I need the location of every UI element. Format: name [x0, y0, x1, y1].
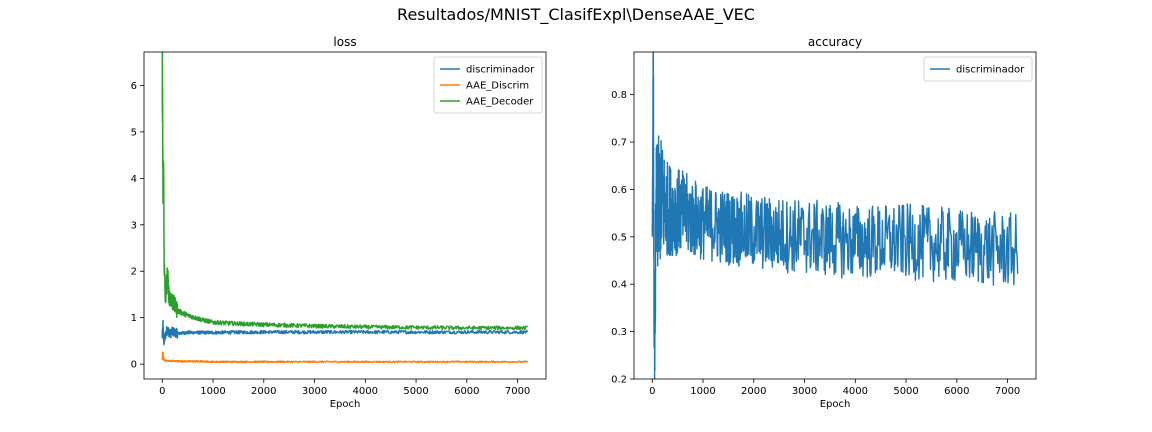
- x-tick-label: 7000: [995, 386, 1020, 397]
- y-tick-label: 0.2: [611, 375, 627, 386]
- x-tick-label: 2000: [251, 386, 276, 397]
- series-line-discriminador: [161, 319, 529, 346]
- y-tick-label: 0.6: [611, 185, 627, 196]
- series-line-AAE_Discrim: [161, 351, 529, 364]
- subplot-loss: loss 0 1000 2000 3000 4000 5000 6000 7000 0 1 2 3 4 5 6…: [131, 35, 547, 410]
- subplot-accuracy: accuracy 0 1000 2000 3000 4000 5000 6000 7000 0.2…: [611, 35, 1037, 410]
- x-tick-label: 5000: [403, 386, 428, 397]
- axes-frame: [633, 51, 1037, 380]
- figure-title: Resultados/MNIST_ClasifExpl\DenseAAE_VEC: [397, 5, 755, 24]
- plot-area: [651, 52, 1019, 379]
- y-tick-label: 3: [131, 220, 137, 231]
- x-tick-label: 3000: [302, 386, 327, 397]
- chart-title: loss: [333, 35, 356, 49]
- y-tick-label: 0.4: [611, 280, 627, 291]
- y-tick-label: 1: [131, 313, 137, 324]
- axes-frame: [143, 51, 547, 380]
- series-line-AAE_Decoder: [161, 52, 528, 331]
- legend-box: [923, 56, 1033, 82]
- y-tick-label: 5: [131, 127, 137, 138]
- x-tick-label: 3000: [792, 386, 817, 397]
- plot-area: [161, 52, 529, 364]
- legend-label-discriminador: discriminador: [466, 65, 535, 76]
- y-tick-label: 0.7: [611, 138, 627, 149]
- x-tick-label: 5000: [893, 386, 918, 397]
- legend-label-discriminador: discriminador: [956, 65, 1025, 76]
- series-line-discriminador: [651, 52, 1019, 379]
- y-tick-label: 0.8: [611, 90, 627, 101]
- y-tick-label: 0: [131, 360, 137, 371]
- x-tick-label: 1000: [200, 386, 225, 397]
- x-tick-label: 7000: [505, 386, 530, 397]
- x-tick-label: 6000: [944, 386, 969, 397]
- legend-box: [433, 56, 543, 114]
- legend-label-AAE_Decoder: AAE_Decoder: [466, 97, 534, 108]
- x-tick-label: 4000: [843, 386, 868, 397]
- y-tick-label: 0.5: [611, 232, 627, 243]
- chart-title: accuracy: [808, 35, 862, 49]
- y-tick-label: 4: [131, 174, 137, 185]
- y-tick-label: 6: [131, 81, 137, 92]
- x-tick-label: 1000: [690, 386, 715, 397]
- x-axis-label: Epoch: [330, 399, 361, 410]
- x-tick-label: 0: [159, 386, 165, 397]
- x-tick-label: 0: [649, 386, 655, 397]
- legend: discriminador: [923, 56, 1033, 82]
- x-tick-label: 6000: [454, 386, 479, 397]
- y-tick-label: 0.3: [611, 327, 627, 338]
- y-tick-label: 2: [131, 267, 137, 278]
- legend-label-AAE_Discrim: AAE_Discrim: [466, 81, 529, 92]
- x-axis-label: Epoch: [820, 399, 851, 410]
- legend: discriminador AAE_Discrim AAE_Decoder: [433, 56, 543, 114]
- x-tick-label: 2000: [741, 386, 766, 397]
- x-tick-label: 4000: [353, 386, 378, 397]
